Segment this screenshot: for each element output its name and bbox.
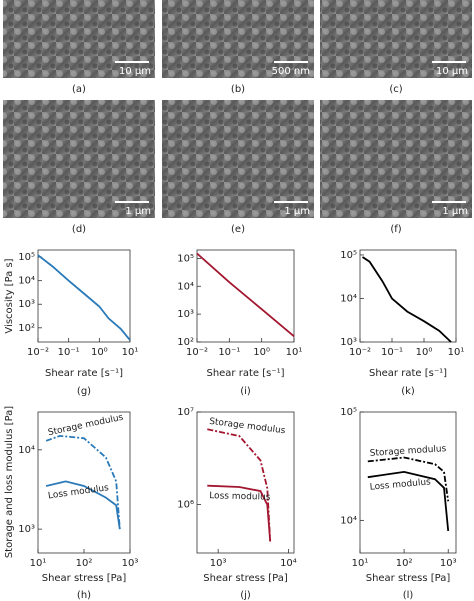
panel-label: (e) xyxy=(231,224,245,235)
x-tick-label: 10⁻² xyxy=(349,347,371,358)
plot-frame xyxy=(359,411,457,554)
data-line xyxy=(196,252,295,337)
scale-bar-label: 10 μm xyxy=(436,66,468,77)
x-tick-label: 10⁻¹ xyxy=(381,347,403,358)
x-axis-label: Shear rate [s⁻¹] xyxy=(369,368,447,379)
sem-image xyxy=(162,0,314,78)
x-tick-label: 10¹ xyxy=(122,347,139,358)
x-axis-label: Shear rate [s⁻¹] xyxy=(206,368,284,379)
panel-label: (f) xyxy=(390,224,401,235)
y-axis-label: Storage and loss modulus [Pa] xyxy=(4,406,15,558)
y-tick-label: 10² xyxy=(18,323,35,334)
y-axis-label: Viscosity [Pa s] xyxy=(4,258,15,333)
y-tick-label: 10⁵ xyxy=(18,252,35,263)
y-tick-label: 10⁵ xyxy=(340,407,357,418)
x-tick-label: 10⁰ xyxy=(253,347,270,358)
x-axis-label: Shear rate [s⁻¹] xyxy=(45,368,123,379)
panel-label: (j) xyxy=(240,590,251,601)
panel-label: (d) xyxy=(72,224,86,235)
y-tick-label: 10⁴ xyxy=(340,515,357,526)
plot-frame xyxy=(196,249,295,343)
scale-bar-label: 1 μm xyxy=(442,206,468,217)
plot-frame xyxy=(196,411,295,554)
x-tick-label: 10³ xyxy=(122,558,139,569)
x-axis-label: Shear stress [Pa] xyxy=(366,573,451,584)
data-line xyxy=(207,484,272,542)
scale-bar-label: 500 nm xyxy=(272,66,310,77)
x-tick-label: 10⁻² xyxy=(186,347,208,358)
data-line xyxy=(362,256,452,343)
scale-bar-label: 10 μm xyxy=(119,66,151,77)
x-axis-label: Shear stress [Pa] xyxy=(42,573,127,584)
y-tick-label: 10³ xyxy=(177,309,194,320)
plot-frame xyxy=(37,249,131,343)
panel-label: (a) xyxy=(72,84,86,95)
x-tick-label: 10¹ xyxy=(30,558,47,569)
x-tick-label: 10⁴ xyxy=(280,558,297,569)
series-annotation: Storage modulus xyxy=(369,444,446,459)
data-line xyxy=(367,470,450,531)
x-tick-label: 10⁻² xyxy=(27,347,49,358)
data-line xyxy=(45,480,121,530)
panel-label: (g) xyxy=(77,386,91,397)
x-tick-label: 10⁰ xyxy=(91,347,108,358)
x-tick-label: 10⁻¹ xyxy=(218,347,240,358)
y-tick-label: 10³ xyxy=(18,524,35,535)
y-tick-label: 10⁷ xyxy=(177,407,194,418)
x-tick-label: 10³ xyxy=(210,558,227,569)
y-tick-label: 10² xyxy=(177,337,194,348)
panel-label: (k) xyxy=(401,386,415,397)
x-tick-label: 10¹ xyxy=(286,347,303,358)
y-tick-label: 10⁶ xyxy=(177,500,194,511)
sem-image xyxy=(3,100,155,218)
plot-frame xyxy=(359,249,457,343)
panel-label: (h) xyxy=(77,590,91,601)
y-tick-label: 10³ xyxy=(340,337,357,348)
x-tick-label: 10⁰ xyxy=(416,347,433,358)
data-line xyxy=(367,456,450,502)
x-tick-label: 10² xyxy=(76,558,93,569)
y-tick-label: 10⁵ xyxy=(340,250,357,261)
sem-image xyxy=(162,100,314,218)
series-annotation: Loss modulus xyxy=(369,477,431,492)
x-tick-label: 10³ xyxy=(440,558,457,569)
y-tick-label: 10⁴ xyxy=(18,276,35,287)
series-annotation: Loss modulus xyxy=(47,483,109,501)
data-line xyxy=(45,434,121,530)
panel-label: (l) xyxy=(403,590,414,601)
x-tick-label: 10¹ xyxy=(448,347,465,358)
scale-bar-label: 1 μm xyxy=(125,206,151,217)
y-tick-label: 10³ xyxy=(18,299,35,310)
data-line xyxy=(37,254,131,341)
series-annotation: Storage modulus xyxy=(47,413,124,439)
x-axis-label: Shear stress [Pa] xyxy=(203,573,288,584)
y-tick-label: 10⁴ xyxy=(18,445,35,456)
x-tick-label: 10¹ xyxy=(352,558,369,569)
series-annotation: Storage modulus xyxy=(209,417,287,436)
y-tick-label: 10⁵ xyxy=(177,253,194,264)
y-tick-label: 10⁴ xyxy=(340,293,357,304)
scale-bar-label: 1 μm xyxy=(284,206,310,217)
panel-label: (i) xyxy=(240,386,251,397)
series-annotation: Loss modulus xyxy=(209,491,271,502)
sem-image xyxy=(3,0,155,78)
sem-image xyxy=(320,0,472,78)
x-tick-label: 10² xyxy=(396,558,413,569)
panel-label: (b) xyxy=(231,84,245,95)
sem-image xyxy=(320,100,472,218)
y-tick-label: 10⁴ xyxy=(177,281,194,292)
panel-label: (c) xyxy=(389,84,402,95)
x-tick-label: 10⁻¹ xyxy=(58,347,80,358)
